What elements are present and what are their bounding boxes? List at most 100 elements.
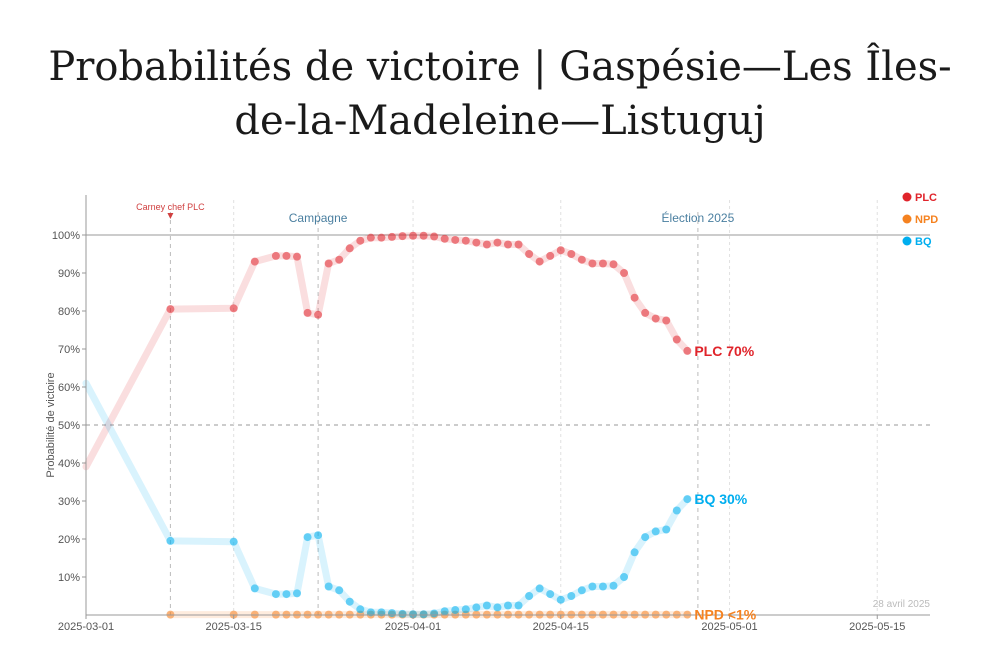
data-point-bq bbox=[440, 607, 449, 616]
x-tick-label: 2025-03-01 bbox=[58, 621, 114, 633]
data-point-bq bbox=[609, 581, 618, 590]
grid-layer bbox=[85, 200, 930, 615]
data-point-bq bbox=[282, 590, 291, 599]
data-point-plc bbox=[662, 316, 671, 325]
data-point-bq bbox=[472, 603, 481, 612]
data-point-plc bbox=[651, 314, 660, 323]
legend-label-plc: PLC bbox=[915, 192, 937, 204]
data-point-plc bbox=[345, 244, 354, 253]
data-point-plc bbox=[461, 236, 470, 245]
legend-label-bq: BQ bbox=[915, 236, 932, 248]
x-tick-label: 2025-04-15 bbox=[533, 621, 589, 633]
data-point-plc bbox=[271, 251, 280, 260]
data-point-bq bbox=[356, 605, 365, 614]
data-point-bq bbox=[303, 533, 312, 542]
data-point-plc bbox=[546, 251, 555, 260]
data-point-plc bbox=[609, 260, 618, 269]
annotation-label: Carney chef PLC bbox=[136, 202, 205, 212]
data-point-plc bbox=[556, 246, 565, 255]
y-tick-label: 20% bbox=[58, 534, 80, 546]
data-point-bq bbox=[525, 592, 534, 600]
data-point-plc bbox=[535, 257, 544, 266]
data-point-bq bbox=[641, 533, 650, 542]
data-point-bq bbox=[662, 525, 671, 534]
data-point-bq bbox=[314, 531, 323, 540]
data-point-plc bbox=[335, 255, 344, 264]
data-point-bq bbox=[588, 582, 597, 591]
data-point-plc bbox=[229, 304, 238, 313]
data-point-bq bbox=[556, 595, 565, 604]
data-point-bq bbox=[683, 495, 692, 504]
data-point-plc bbox=[630, 293, 639, 302]
y-tick-label: 50% bbox=[58, 420, 80, 432]
data-point-bq bbox=[461, 605, 470, 614]
data-point-bq bbox=[293, 589, 301, 598]
data-point-bq bbox=[409, 610, 418, 619]
y-tick-label: 90% bbox=[58, 268, 80, 280]
chart-title: Probabilités de victoire | Gaspésie—Les … bbox=[48, 44, 952, 144]
x-tick-label: 2025-04-01 bbox=[385, 621, 441, 633]
data-point-plc bbox=[282, 251, 291, 260]
data-point-bq bbox=[482, 601, 491, 610]
data-point-plc bbox=[430, 232, 439, 241]
data-point-bq bbox=[504, 601, 512, 610]
data-point-plc bbox=[166, 305, 175, 314]
series-line-plc bbox=[82, 232, 691, 471]
data-point-plc bbox=[314, 310, 323, 319]
end-label-npd: NPD <1% bbox=[694, 607, 756, 623]
legend-marker-bq bbox=[902, 236, 912, 246]
y-tick-label: 10% bbox=[58, 572, 80, 584]
data-point-bq bbox=[598, 582, 607, 591]
label-layer: PLC 70% BQ 30% NPD <1% 28 avril 2025 PLC NPD B… bbox=[694, 192, 938, 623]
data-point-bq bbox=[398, 609, 407, 618]
data-point-plc bbox=[620, 269, 629, 277]
date-note: 28 avril 2025 bbox=[873, 599, 931, 610]
axis-layer: 10% 20% 30% 40% 50% 60% 70% 80% 90% 100% 2025-03-0… bbox=[45, 195, 930, 633]
data-point-bq bbox=[377, 608, 386, 617]
data-point-plc bbox=[440, 234, 449, 243]
data-point-plc bbox=[398, 232, 407, 241]
data-point-bq bbox=[166, 536, 175, 545]
y-tick-label: 60% bbox=[58, 382, 80, 394]
end-label-plc: PLC 70% bbox=[694, 343, 754, 359]
data-point-plc bbox=[419, 231, 428, 240]
data-point-plc bbox=[472, 238, 481, 247]
data-point-plc bbox=[672, 335, 681, 344]
data-point-plc bbox=[250, 257, 259, 266]
data-point-bq bbox=[324, 582, 333, 591]
data-point-plc bbox=[482, 240, 491, 249]
data-point-plc bbox=[525, 250, 534, 258]
x-tick-label: 2025-03-15 bbox=[206, 621, 262, 633]
data-point-bq bbox=[651, 527, 660, 536]
data-point-plc bbox=[577, 255, 586, 264]
data-point-plc bbox=[588, 259, 597, 268]
data-point-plc bbox=[451, 235, 460, 244]
data-point-plc bbox=[409, 231, 418, 240]
data-point-bq bbox=[345, 597, 354, 606]
data-point-bq bbox=[271, 590, 280, 599]
data-point-bq bbox=[567, 592, 576, 600]
data-point-plc bbox=[493, 238, 502, 247]
y-axis-label: Probabilité de victoire bbox=[45, 372, 57, 477]
data-point-plc bbox=[303, 308, 312, 317]
data-point-plc bbox=[504, 240, 512, 249]
data-point-bq bbox=[672, 506, 681, 515]
data-point-plc bbox=[377, 233, 386, 242]
annotation-arrow bbox=[167, 213, 174, 219]
x-tick-label: 2025-05-01 bbox=[701, 621, 757, 633]
data-point-plc bbox=[324, 259, 333, 268]
data-point-plc bbox=[366, 233, 375, 242]
data-point-plc bbox=[293, 252, 301, 261]
data-point-bq bbox=[430, 609, 439, 618]
data-point-plc bbox=[598, 259, 607, 268]
data-point-bq bbox=[535, 584, 544, 593]
data-point-bq bbox=[419, 610, 428, 619]
annotation-layer: Carney chef PLC Campagne Élection 2025 bbox=[136, 202, 735, 615]
annotation-label: Campagne bbox=[289, 211, 348, 225]
series-line-bq bbox=[82, 379, 691, 618]
data-point-bq bbox=[514, 601, 523, 610]
data-point-bq bbox=[620, 573, 629, 581]
data-point-bq bbox=[493, 603, 502, 612]
y-tick-label: 40% bbox=[58, 458, 80, 470]
